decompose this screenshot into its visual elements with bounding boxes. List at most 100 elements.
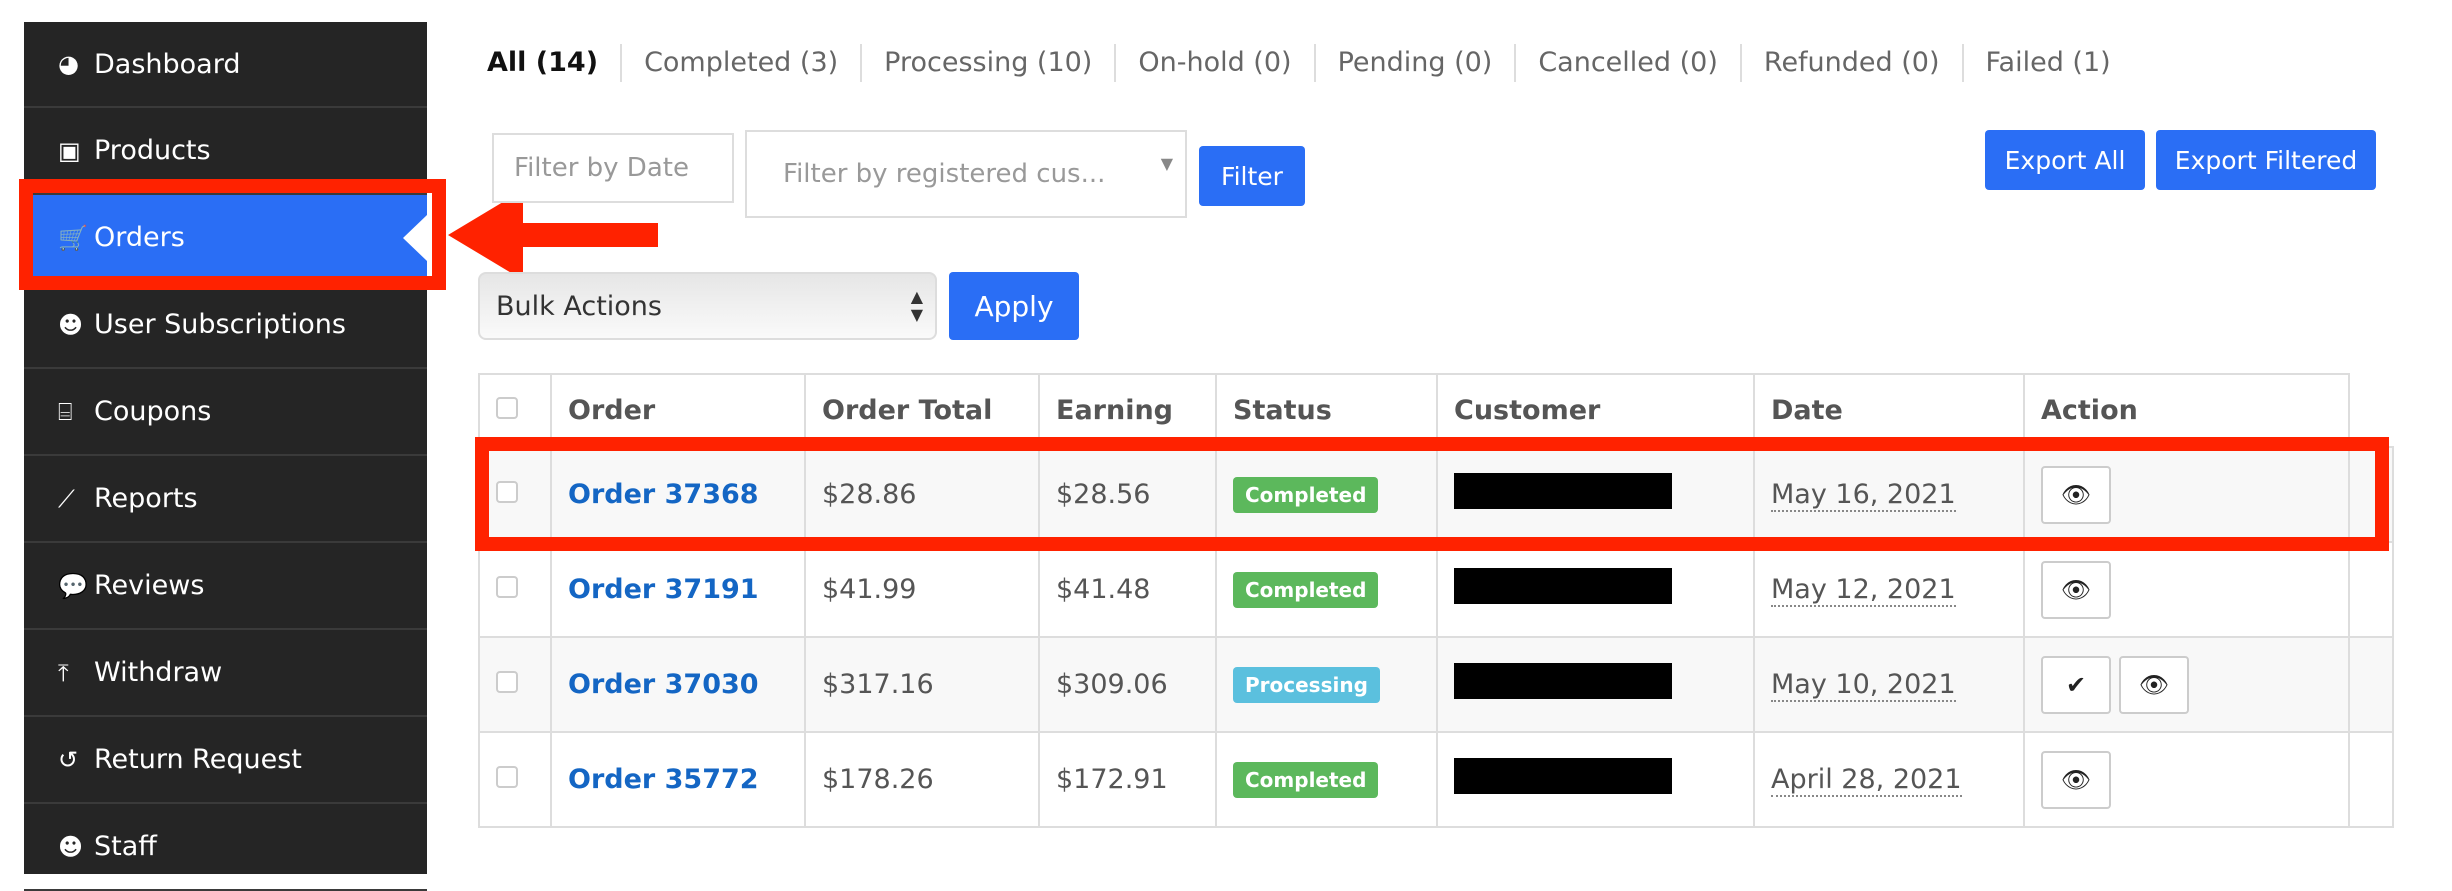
column-header-order-total: Order Total — [804, 373, 1040, 448]
status-badge: Completed — [1233, 571, 1379, 608]
status-cell: Completed — [1215, 731, 1438, 828]
export-filtered-button[interactable]: Export Filtered — [2156, 130, 2376, 190]
action-cell: 👁 — [2023, 541, 2350, 638]
users-icon: ☻ — [58, 310, 84, 339]
date-cell: May 16, 2021 — [1753, 446, 2025, 543]
sidebar-item-label: Withdraw — [94, 657, 223, 688]
select-arrows-icon: ▲ ▼ — [910, 287, 923, 324]
status-tabs: All (14) Completed (3) Processing (10) On-h… — [487, 44, 2133, 82]
tab-processing[interactable]: Processing (10) — [860, 44, 1114, 82]
redacted-customer — [1454, 758, 1672, 794]
sidebar-item-label: Products — [94, 135, 211, 166]
tab-completed[interactable]: Completed (3) — [620, 44, 860, 82]
column-header-action: Action — [2023, 373, 2350, 448]
apply-button[interactable]: Apply — [949, 272, 1079, 340]
sidebar-item-return-request[interactable]: ↺ Return Request — [24, 717, 427, 804]
tab-on-hold[interactable]: On-hold (0) — [1114, 44, 1313, 82]
dashboard-icon: ◕ — [58, 50, 79, 78]
table-row: Order 35772 $178.26 $172.91 Completed Ap… — [478, 731, 2394, 828]
order-date: May 10, 2021 — [1771, 669, 1956, 702]
row-select-cell — [478, 731, 552, 828]
earning: $28.56 — [1038, 446, 1217, 543]
sidebar-item-label: Return Request — [94, 744, 302, 775]
table-row: Order 37030 $317.16 $309.06 Processing M… — [478, 636, 2394, 733]
view-button[interactable]: 👁 — [2041, 465, 2111, 524]
complete-button[interactable]: ✔ — [2041, 655, 2111, 714]
sidebar-item-withdraw[interactable]: ⤒ Withdraw — [24, 630, 427, 717]
users-icon: ☻ — [58, 832, 84, 861]
select-all-checkbox[interactable] — [496, 397, 518, 419]
view-button[interactable]: 👁 — [2119, 655, 2189, 714]
order-link[interactable]: Order 37030 — [568, 669, 759, 700]
date-cell: May 12, 2021 — [1753, 541, 2025, 638]
sidebar-item-orders[interactable]: 🛒 Orders — [24, 195, 427, 282]
sidebar-item-label: Coupons — [94, 396, 212, 427]
redacted-customer — [1454, 473, 1672, 509]
order-total: $317.16 — [804, 636, 1040, 733]
view-button[interactable]: 👁 — [2041, 750, 2111, 809]
sidebar-item-label: User Subscriptions — [94, 309, 346, 340]
filter-button[interactable]: Filter — [1199, 146, 1305, 206]
export-all-button[interactable]: Export All — [1985, 130, 2145, 190]
order-cell: Order 37030 — [550, 636, 806, 733]
sidebar: ◕ Dashboard ▣ Products 🛒 Orders ☻ User Subscrip… — [24, 22, 427, 891]
table-row: Order 37368 $28.86 $28.56 Completed May … — [478, 446, 2394, 543]
customer-cell — [1436, 636, 1755, 733]
row-spacer — [2348, 446, 2394, 543]
order-link[interactable]: Order 35772 — [568, 764, 759, 795]
tab-cancelled[interactable]: Cancelled (0) — [1514, 44, 1740, 82]
row-checkbox[interactable] — [496, 481, 518, 503]
sidebar-item-label: Reviews — [94, 570, 205, 601]
row-checkbox[interactable] — [496, 766, 518, 788]
gift-icon: ⌸ — [58, 397, 73, 426]
row-spacer — [2348, 541, 2394, 638]
row-spacer — [2348, 731, 2394, 828]
row-select-cell — [478, 446, 552, 543]
sidebar-item-products[interactable]: ▣ Products — [24, 108, 427, 195]
sidebar-item-dashboard[interactable]: ◕ Dashboard — [24, 22, 427, 108]
column-header-customer: Customer — [1436, 373, 1755, 448]
sidebar-item-staff[interactable]: ☻ Staff — [24, 804, 427, 891]
chevron-down-icon: ▼ — [1160, 154, 1173, 173]
order-date: May 12, 2021 — [1771, 574, 1956, 607]
sidebar-item-reports[interactable]: ⟋ Reports — [24, 456, 427, 543]
date-cell: April 28, 2021 — [1753, 731, 2025, 828]
row-checkbox[interactable] — [496, 576, 518, 598]
action-cell: 👁 — [2023, 731, 2350, 828]
tab-pending[interactable]: Pending (0) — [1313, 44, 1515, 82]
bulk-actions-select[interactable]: Bulk Actions ▲ ▼ — [478, 272, 937, 340]
sidebar-item-label: Staff — [94, 831, 157, 862]
row-select-cell — [478, 636, 552, 733]
tab-refunded[interactable]: Refunded (0) — [1739, 44, 1962, 82]
column-header-order: Order — [550, 373, 806, 448]
annotation-arrow-icon — [448, 190, 658, 280]
cart-icon: 🛒 — [58, 223, 88, 252]
column-header-date: Date — [1753, 373, 2025, 448]
order-date: April 28, 2021 — [1771, 764, 1962, 797]
briefcase-icon: ▣ — [58, 136, 81, 165]
view-button[interactable]: 👁 — [2041, 560, 2111, 619]
customer-filter-placeholder: Filter by registered cus... — [783, 159, 1106, 189]
order-link[interactable]: Order 37191 — [568, 574, 759, 605]
tab-failed[interactable]: Failed (1) — [1961, 44, 2133, 82]
order-date: May 16, 2021 — [1771, 479, 1956, 512]
sidebar-item-user-subscriptions[interactable]: ☻ User Subscriptions — [24, 282, 427, 369]
order-cell: Order 37368 — [550, 446, 806, 543]
customer-filter-select[interactable]: Filter by registered cus... ▼ — [745, 130, 1187, 218]
eye-icon: 👁 — [2060, 765, 2092, 794]
eye-icon: 👁 — [2060, 575, 2092, 604]
orders-table: Order Order Total Earning Status Customer Dat… — [478, 373, 2394, 828]
status-badge: Completed — [1233, 761, 1379, 798]
sidebar-item-reviews[interactable]: 💬 Reviews — [24, 543, 427, 630]
status-cell: Completed — [1215, 446, 1438, 543]
filter-date-input[interactable]: Filter by Date — [492, 133, 734, 203]
row-checkbox[interactable] — [496, 671, 518, 693]
sidebar-item-coupons[interactable]: ⌸ Coupons — [24, 369, 427, 456]
earning: $172.91 — [1038, 731, 1217, 828]
row-spacer — [2348, 636, 2394, 733]
sidebar-item-label: Orders — [94, 222, 185, 253]
customer-cell — [1436, 446, 1755, 543]
tab-all[interactable]: All (14) — [487, 47, 599, 78]
order-link[interactable]: Order 37368 — [568, 479, 759, 510]
status-badge: Processing — [1233, 666, 1380, 703]
